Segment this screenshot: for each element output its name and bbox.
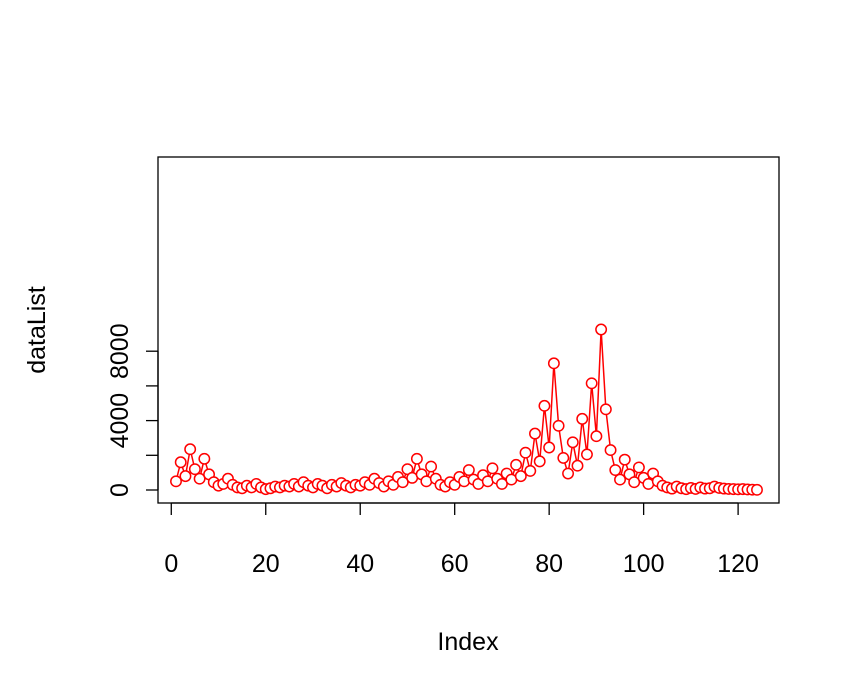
data-point (576, 412, 589, 425)
data-point (188, 463, 201, 476)
data-point (599, 403, 612, 416)
plot-frame (157, 156, 780, 504)
data-point (174, 456, 187, 469)
data-point (557, 451, 570, 464)
data-point (510, 458, 523, 471)
x-tick-label: 100 (623, 550, 665, 578)
x-tick-label: 0 (164, 550, 178, 578)
data-point (193, 472, 206, 485)
y-axis: 0 4000 8000 (106, 323, 159, 497)
x-tick-label: 120 (717, 550, 759, 578)
data-point (585, 377, 598, 390)
data-point (529, 427, 541, 440)
data-point (519, 446, 532, 459)
data-point (524, 464, 537, 477)
series-layer (170, 323, 763, 496)
data-point (566, 436, 579, 449)
y-tick-label: 4000 (106, 393, 134, 449)
y-tick-label: 8000 (106, 323, 134, 379)
x-tick-label: 60 (441, 550, 469, 578)
data-point (486, 462, 499, 475)
data-point (396, 476, 409, 489)
x-tick-label: 80 (535, 550, 563, 578)
y-tick-label: 0 (106, 483, 134, 497)
data-point (562, 467, 575, 480)
data-point (552, 419, 565, 432)
data-point (198, 452, 211, 465)
data-point (595, 323, 608, 336)
data-point (458, 475, 471, 488)
data-point (170, 475, 182, 488)
data-point (179, 470, 192, 483)
data-point (547, 357, 560, 370)
data-point (514, 470, 527, 483)
data-point (495, 477, 508, 490)
data-point (184, 443, 197, 456)
data-point (628, 476, 641, 489)
data-point (618, 453, 631, 466)
data-point (590, 430, 603, 443)
data-point (581, 448, 593, 461)
x-axis: 0 20 40 60 80 100 120 (164, 502, 759, 578)
data-point (410, 452, 423, 465)
x-tick-label: 40 (346, 550, 374, 578)
data-point (538, 399, 551, 412)
data-point (609, 464, 622, 476)
data-point (571, 459, 584, 472)
data-point (632, 461, 645, 474)
data-point (604, 444, 617, 457)
data-point (462, 464, 475, 476)
data-point (614, 473, 626, 486)
data-point (543, 441, 556, 454)
data-point (533, 455, 546, 468)
x-axis-label: Index (437, 628, 499, 656)
x-tick-label: 20 (252, 550, 280, 578)
data-point (425, 460, 438, 473)
data-point (751, 483, 763, 496)
y-axis-label: dataList (23, 286, 51, 374)
